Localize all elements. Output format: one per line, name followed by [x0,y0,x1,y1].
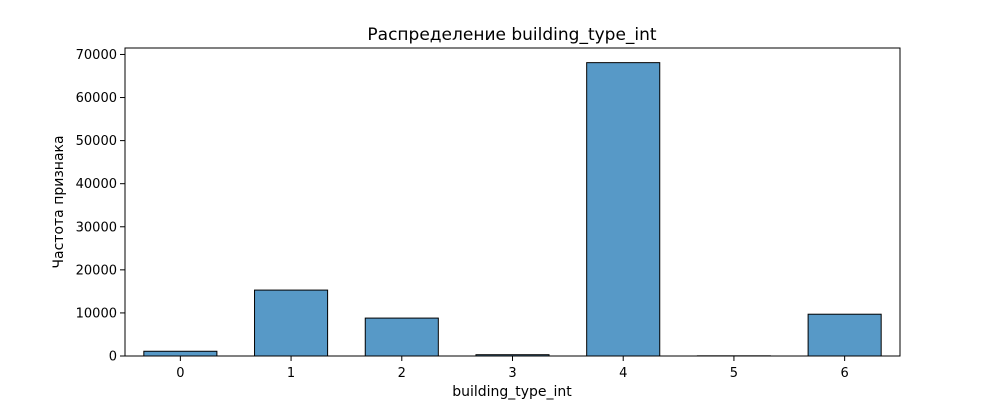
bar-2 [364,317,439,357]
y-tick-label: 40000 [76,177,117,192]
y-tick-label: 50000 [76,134,117,149]
y-tick-label: 0 [109,350,117,365]
bars-group [143,62,882,357]
x-tick-label: 6 [841,366,849,381]
x-tick-label: 3 [508,366,516,381]
y-axis-label: Частота признака [51,135,67,268]
x-tick-label: 5 [730,366,738,381]
bar-0 [143,350,218,357]
plot-frame [124,47,901,357]
bar-4 [586,62,661,357]
y-tick-label: 10000 [76,306,117,321]
bar-6 [807,313,882,357]
chart-title: Распределение building_type_int [367,25,657,45]
x-tick-label: 4 [619,366,627,381]
y-tick-label: 70000 [76,48,117,63]
x-axis-label: building_type_int [452,384,572,400]
y-tick-label: 20000 [76,263,117,278]
x-tick-label: 0 [176,366,184,381]
y-axis: 0 10000 20000 30000 40000 50000 60000 70000 [76,48,125,365]
x-tick-label: 2 [398,366,406,381]
x-axis: 0 1 2 3 4 5 6 [176,356,849,381]
bar-1 [254,289,329,357]
y-tick-label: 60000 [76,91,117,106]
y-tick-label: 30000 [76,220,117,235]
x-tick-label: 1 [287,366,295,381]
